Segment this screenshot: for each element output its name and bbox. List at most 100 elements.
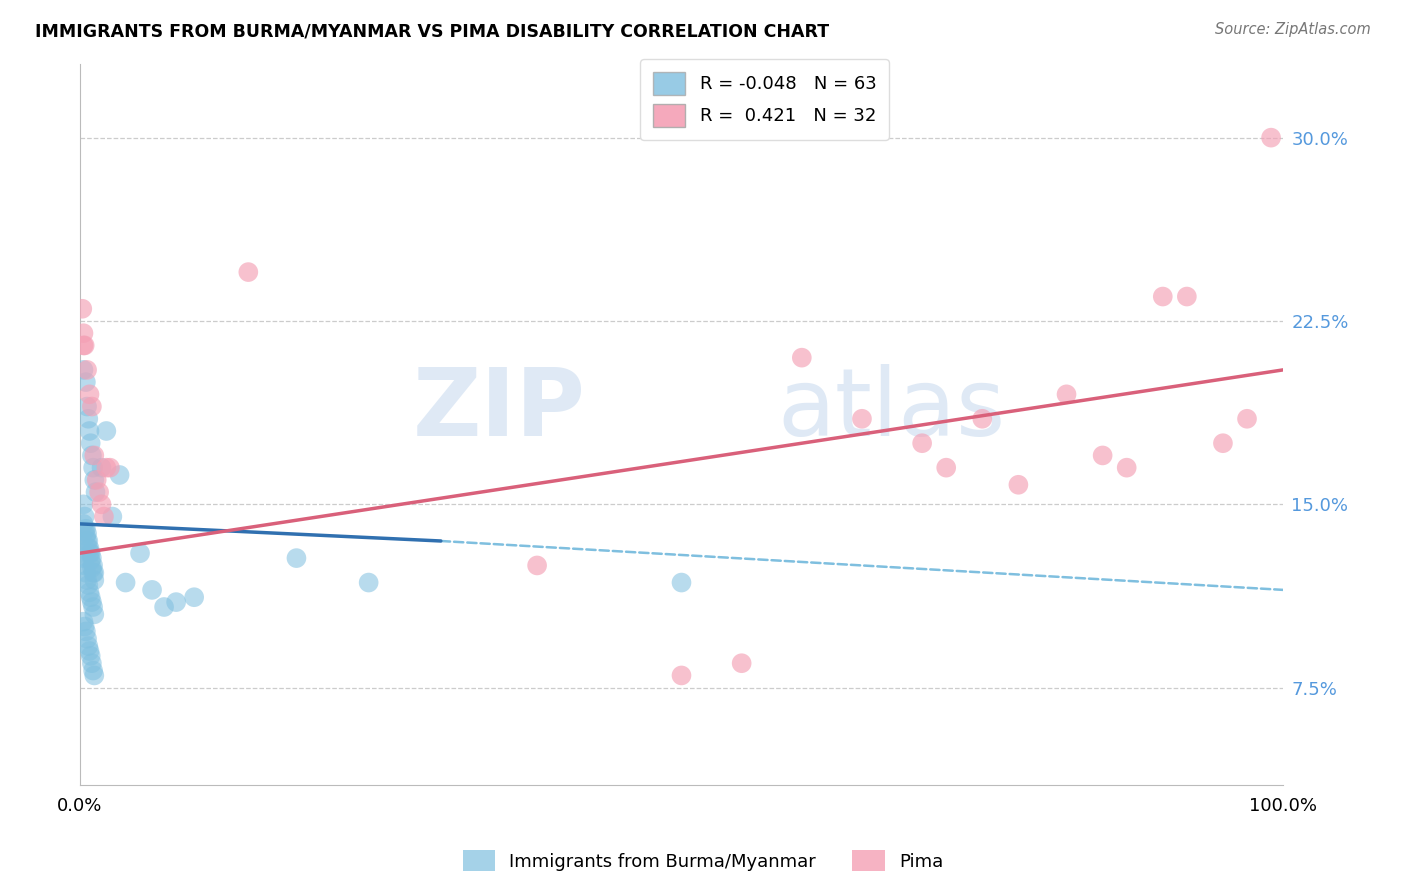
Point: [77, 578, 100, 592]
Point: [80, 546, 103, 560]
Text: atlas: atlas: [778, 365, 1007, 457]
Point: [82, 558, 104, 573]
Point: [77, 533, 100, 548]
Point: [76, 526, 98, 541]
Point: [72, 301, 94, 316]
Point: [86, 473, 108, 487]
Point: [84, 485, 107, 500]
Point: [73, 509, 96, 524]
Point: [153, 599, 176, 614]
Point: [183, 591, 205, 605]
Point: [75, 566, 97, 580]
Point: [79, 424, 101, 438]
Point: [72, 551, 94, 566]
Point: [72, 516, 94, 531]
Point: [77, 411, 100, 425]
Point: [83, 449, 105, 463]
Point: [87, 485, 110, 500]
Point: [671, 575, 693, 590]
Point: [1152, 289, 1174, 303]
Point: [83, 607, 105, 622]
Point: [101, 509, 124, 524]
Legend: Immigrants from Burma/Myanmar, Pima: Immigrants from Burma/Myanmar, Pima: [456, 843, 950, 879]
Point: [1091, 449, 1114, 463]
Point: [80, 591, 103, 605]
Point: [83, 573, 105, 587]
Point: [72, 615, 94, 629]
Point: [80, 553, 103, 567]
Point: [76, 533, 98, 548]
Point: [96, 424, 118, 438]
Point: [165, 595, 187, 609]
Point: [129, 546, 152, 560]
Point: [96, 460, 118, 475]
Point: [75, 624, 97, 639]
Text: IMMIGRANTS FROM BURMA/MYANMAR VS PIMA DISABILITY CORRELATION CHART: IMMIGRANTS FROM BURMA/MYANMAR VS PIMA DI…: [35, 22, 830, 40]
Point: [526, 558, 548, 573]
Point: [1236, 411, 1258, 425]
Point: [80, 648, 103, 663]
Point: [1115, 460, 1137, 475]
Point: [83, 566, 105, 580]
Point: [80, 657, 103, 671]
Point: [72, 338, 94, 352]
Point: [80, 449, 103, 463]
Point: [1007, 477, 1029, 491]
Point: [79, 387, 101, 401]
Point: [77, 639, 100, 653]
Point: [911, 436, 934, 450]
Point: [114, 575, 136, 590]
Point: [76, 632, 98, 646]
Point: [790, 351, 813, 365]
Point: [75, 522, 97, 536]
Point: [1212, 436, 1234, 450]
Point: [108, 468, 131, 483]
Point: [285, 551, 308, 566]
Point: [82, 566, 104, 580]
Point: [73, 338, 96, 352]
Point: [93, 509, 115, 524]
Point: [79, 585, 101, 599]
Point: [72, 497, 94, 511]
Point: [90, 497, 112, 511]
Point: [730, 657, 752, 671]
Point: [80, 400, 103, 414]
Point: [1056, 387, 1078, 401]
Point: [972, 411, 994, 425]
Point: [79, 546, 101, 560]
Point: [90, 460, 112, 475]
Point: [76, 573, 98, 587]
Point: [73, 524, 96, 539]
Point: [851, 411, 873, 425]
Point: [141, 582, 163, 597]
Point: [76, 363, 98, 377]
Point: [80, 551, 103, 566]
Legend: R = -0.048   N = 63, R =  0.421   N = 32: R = -0.048 N = 63, R = 0.421 N = 32: [640, 59, 889, 140]
Point: [1175, 289, 1198, 303]
Point: [82, 664, 104, 678]
Point: [83, 473, 105, 487]
Point: [80, 595, 103, 609]
Point: [72, 326, 94, 341]
Text: Source: ZipAtlas.com: Source: ZipAtlas.com: [1215, 22, 1371, 37]
Text: ZIP: ZIP: [412, 365, 585, 457]
Point: [76, 400, 98, 414]
Point: [357, 575, 380, 590]
Point: [238, 265, 260, 279]
Point: [1260, 130, 1282, 145]
Point: [73, 558, 96, 573]
Point: [80, 561, 103, 575]
Point: [935, 460, 957, 475]
Point: [75, 529, 97, 543]
Point: [82, 460, 104, 475]
Point: [671, 668, 693, 682]
Point: [80, 436, 103, 450]
Point: [79, 541, 101, 556]
Point: [77, 541, 100, 556]
Point: [82, 599, 104, 614]
Point: [73, 619, 96, 633]
Point: [79, 644, 101, 658]
Point: [98, 460, 121, 475]
Point: [83, 668, 105, 682]
Point: [75, 375, 97, 389]
